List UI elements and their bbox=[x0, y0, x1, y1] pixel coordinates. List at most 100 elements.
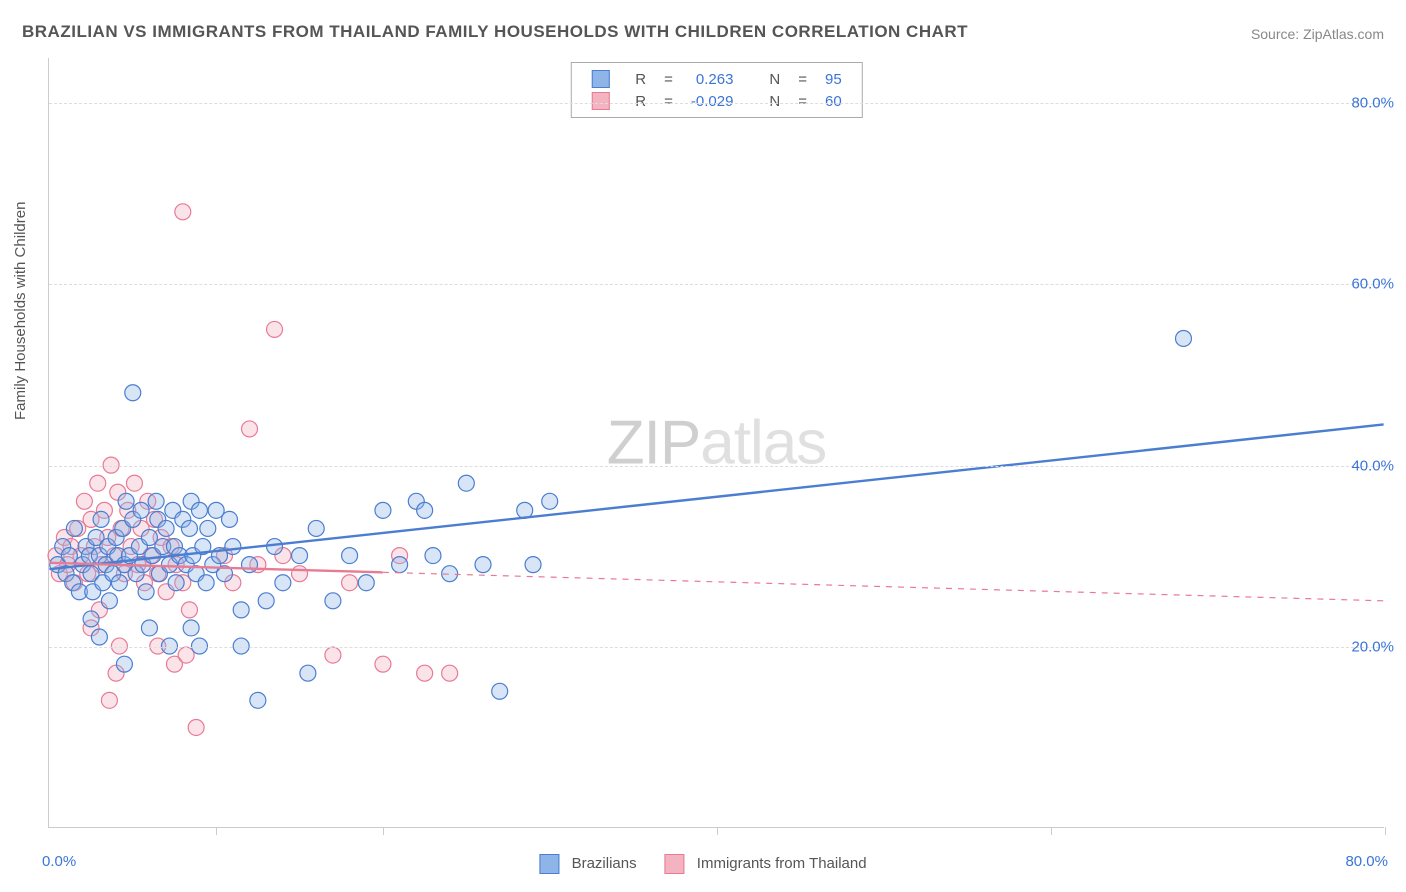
data-point bbox=[181, 602, 197, 618]
data-point bbox=[181, 520, 197, 536]
data-point bbox=[375, 502, 391, 518]
data-point bbox=[66, 520, 82, 536]
chart-title: BRAZILIAN VS IMMIGRANTS FROM THAILAND FA… bbox=[22, 22, 968, 42]
data-point bbox=[258, 593, 274, 609]
data-point bbox=[200, 520, 216, 536]
data-point bbox=[242, 557, 258, 573]
n-label: N bbox=[761, 69, 788, 89]
data-point bbox=[342, 575, 358, 591]
data-point bbox=[90, 475, 106, 491]
equals: = bbox=[790, 69, 815, 89]
equals: = bbox=[790, 91, 815, 111]
r-value-brazilians: 0.263 bbox=[683, 69, 742, 89]
data-point bbox=[158, 520, 174, 536]
data-point bbox=[492, 683, 508, 699]
data-point bbox=[76, 493, 92, 509]
data-point bbox=[91, 629, 107, 645]
legend-label-brazilians: Brazilians bbox=[572, 855, 637, 872]
stats-legend: R = 0.263 N = 95 R = -0.029 N = 60 bbox=[570, 62, 862, 118]
data-point bbox=[417, 665, 433, 681]
data-point bbox=[93, 511, 109, 527]
data-point bbox=[392, 557, 408, 573]
data-point bbox=[417, 502, 433, 518]
data-point bbox=[475, 557, 491, 573]
data-point bbox=[375, 656, 391, 672]
data-point bbox=[1176, 330, 1192, 346]
data-point bbox=[118, 493, 134, 509]
data-point bbox=[342, 548, 358, 564]
x-tick bbox=[1385, 827, 1386, 835]
swatch-brazilians-icon bbox=[539, 854, 559, 874]
r-label: R bbox=[627, 69, 654, 89]
data-point bbox=[141, 620, 157, 636]
data-point bbox=[442, 665, 458, 681]
x-max-label: 80.0% bbox=[1345, 853, 1388, 870]
data-point bbox=[292, 548, 308, 564]
legend-item-thailand: Immigrants from Thailand bbox=[665, 854, 867, 874]
chart-source: Source: ZipAtlas.com bbox=[1251, 26, 1384, 42]
trend-line-extended bbox=[383, 572, 1384, 600]
x-tick bbox=[216, 827, 217, 835]
grid-line bbox=[49, 284, 1384, 285]
data-point bbox=[183, 620, 199, 636]
y-tick-label: 80.0% bbox=[1351, 95, 1394, 112]
stats-row-thailand: R = -0.029 N = 60 bbox=[583, 91, 849, 111]
y-axis-label: Family Households with Children bbox=[12, 202, 29, 420]
data-point bbox=[250, 692, 266, 708]
y-tick-label: 60.0% bbox=[1351, 276, 1394, 293]
x-tick bbox=[1051, 827, 1052, 835]
data-point bbox=[198, 575, 214, 591]
r-label: R bbox=[627, 91, 654, 111]
data-point bbox=[542, 493, 558, 509]
equals: = bbox=[656, 69, 681, 89]
x-origin-label: 0.0% bbox=[42, 853, 76, 870]
data-point bbox=[225, 539, 241, 555]
data-point bbox=[116, 656, 132, 672]
data-point bbox=[292, 566, 308, 582]
n-label: N bbox=[761, 91, 788, 111]
data-point bbox=[101, 692, 117, 708]
data-point bbox=[242, 421, 258, 437]
data-point bbox=[191, 502, 207, 518]
equals: = bbox=[656, 91, 681, 111]
swatch-thailand-icon bbox=[591, 92, 609, 110]
chart-svg bbox=[49, 58, 1384, 827]
data-point bbox=[458, 475, 474, 491]
data-point bbox=[148, 493, 164, 509]
data-point bbox=[83, 611, 99, 627]
trend-line-extended bbox=[383, 424, 1384, 533]
data-point bbox=[300, 665, 316, 681]
data-point bbox=[111, 575, 127, 591]
data-point bbox=[525, 557, 541, 573]
data-point bbox=[425, 548, 441, 564]
swatch-brazilians-icon bbox=[591, 70, 609, 88]
y-tick-label: 20.0% bbox=[1351, 638, 1394, 655]
data-point bbox=[138, 584, 154, 600]
data-point bbox=[308, 520, 324, 536]
grid-line bbox=[49, 103, 1384, 104]
grid-line bbox=[49, 647, 1384, 648]
grid-line bbox=[49, 466, 1384, 467]
r-value-thailand: -0.029 bbox=[683, 91, 742, 111]
data-point bbox=[125, 385, 141, 401]
legend-item-brazilians: Brazilians bbox=[539, 854, 636, 874]
x-tick bbox=[383, 827, 384, 835]
stats-row-brazilians: R = 0.263 N = 95 bbox=[583, 69, 849, 89]
data-point bbox=[188, 719, 204, 735]
n-value-brazilians: 95 bbox=[817, 69, 850, 89]
data-point bbox=[175, 204, 191, 220]
data-point bbox=[126, 475, 142, 491]
swatch-thailand-icon bbox=[665, 854, 685, 874]
x-tick bbox=[717, 827, 718, 835]
data-point bbox=[358, 575, 374, 591]
legend-label-thailand: Immigrants from Thailand bbox=[697, 855, 867, 872]
data-point bbox=[133, 502, 149, 518]
data-point bbox=[325, 593, 341, 609]
data-point bbox=[267, 321, 283, 337]
data-point bbox=[222, 511, 238, 527]
data-point bbox=[275, 575, 291, 591]
bottom-legend: Brazilians Immigrants from Thailand bbox=[539, 854, 866, 874]
data-point bbox=[325, 647, 341, 663]
y-tick-label: 40.0% bbox=[1351, 457, 1394, 474]
plot-area: ZIPatlas R = 0.263 N = 95 R = bbox=[48, 58, 1384, 828]
